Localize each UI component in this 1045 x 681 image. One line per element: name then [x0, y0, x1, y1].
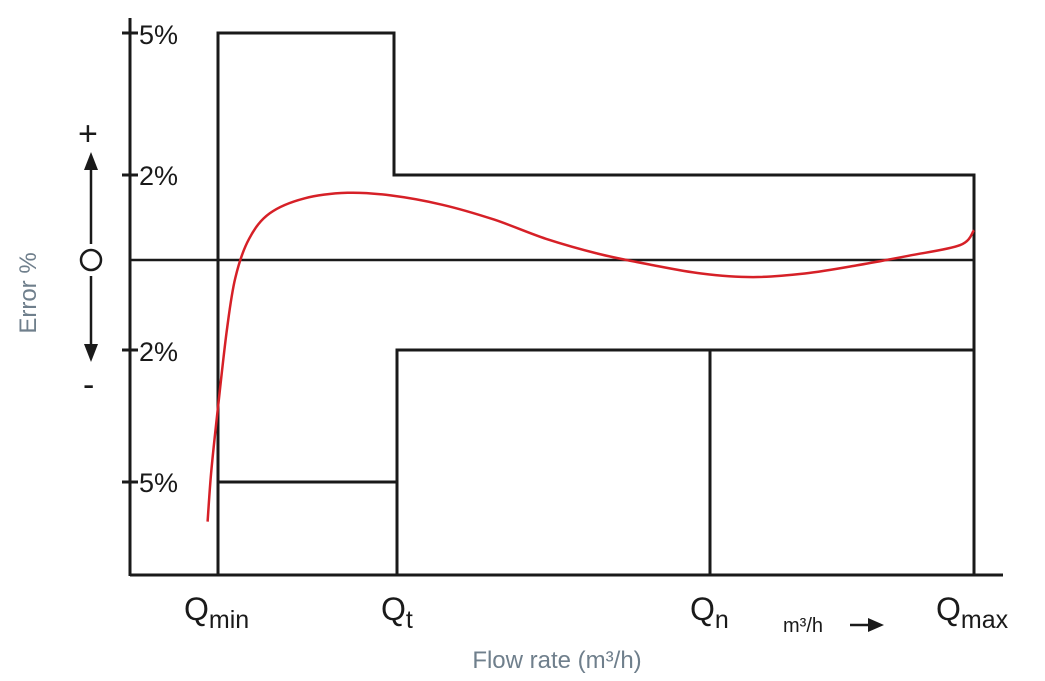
q-letter: Q — [690, 591, 715, 627]
q-letter: Q — [936, 591, 961, 627]
x-label-qt: Qt — [381, 591, 413, 634]
q-subscript: t — [406, 606, 413, 634]
lower-error-limit — [395, 348, 975, 575]
up-arrow-icon — [84, 152, 98, 170]
y-tick-label-upper-2: 2% — [139, 161, 178, 191]
plus-sign: + — [78, 115, 98, 153]
y-tick-label-lower-2: 2% — [139, 337, 178, 367]
upper-error-limit — [216, 31, 976, 575]
y-axis-title: Error % — [15, 252, 42, 333]
q-subscript: n — [715, 606, 729, 634]
q-subscript: min — [209, 606, 249, 634]
q-subscript: max — [961, 606, 1009, 634]
x-label-qmax: Qmax — [936, 591, 1009, 634]
y-tick-label-lower-5: 5% — [139, 468, 178, 498]
x-unit-label: m³/h — [783, 615, 823, 637]
x-label-qmin: Qmin — [184, 591, 249, 634]
y-tick-label-upper-5: 5% — [139, 20, 178, 50]
x-axis-title: Flow rate (m³/h) — [472, 647, 641, 674]
x-label-qn: Qn — [690, 591, 729, 634]
down-arrow-icon — [84, 344, 98, 362]
zero-circle-icon — [79, 248, 103, 272]
minus-sign: - — [83, 366, 94, 404]
meter-error-curve — [206, 191, 976, 522]
q-letter: Q — [381, 591, 406, 627]
right-arrow-icon — [868, 618, 884, 632]
q-letter: Q — [184, 591, 209, 627]
